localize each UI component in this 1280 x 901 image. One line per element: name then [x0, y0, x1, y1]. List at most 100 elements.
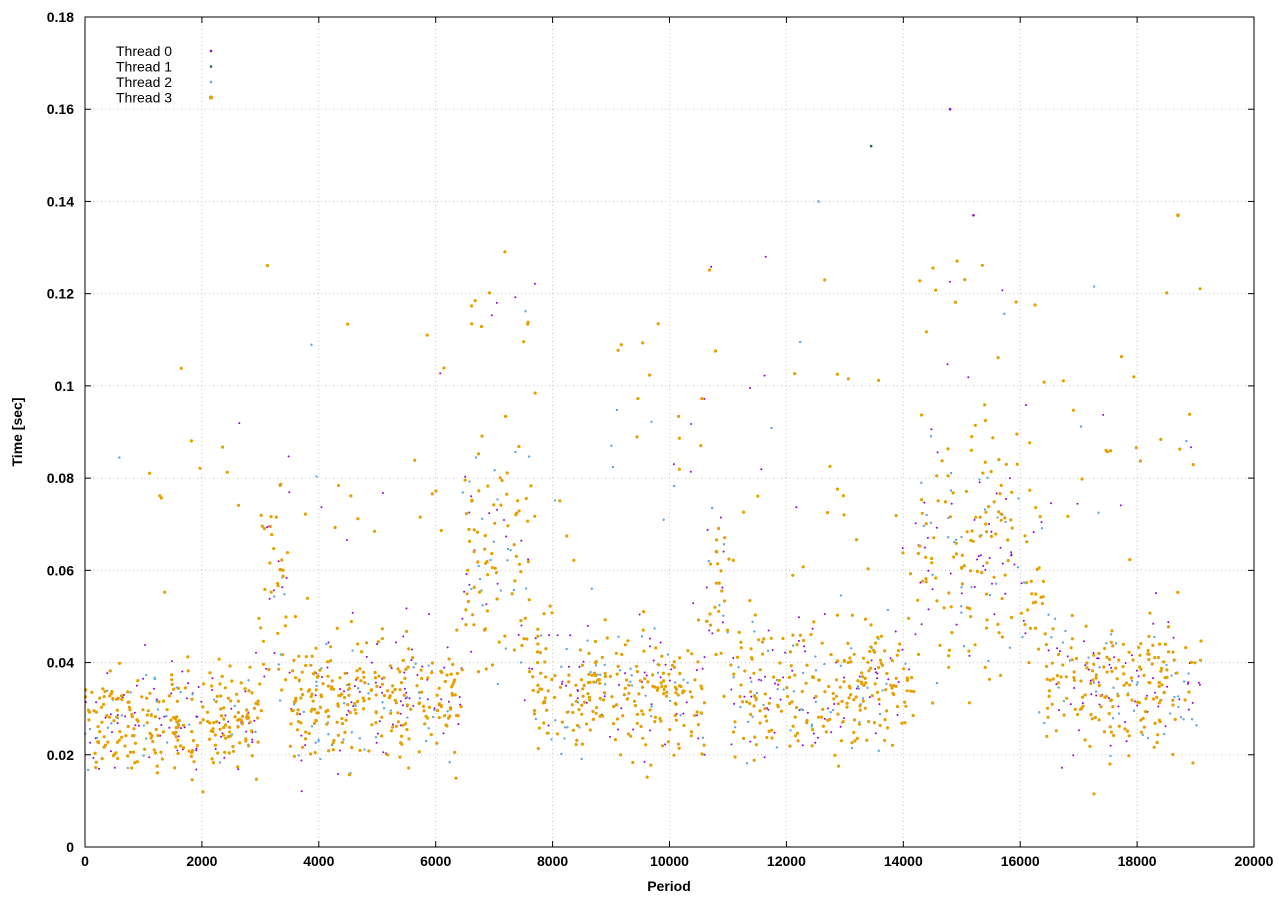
data-point: [428, 727, 430, 729]
data-point: [868, 650, 871, 653]
data-point: [950, 605, 953, 608]
data-point: [406, 696, 408, 698]
data-point: [752, 621, 754, 623]
data-point: [686, 649, 689, 652]
data-point: [327, 667, 329, 669]
data-point: [635, 435, 638, 438]
data-point: [1048, 649, 1050, 651]
data-point: [696, 669, 698, 671]
data-point: [418, 750, 421, 753]
data-point: [1138, 665, 1141, 668]
data-point: [227, 721, 229, 723]
data-point: [524, 617, 527, 620]
data-point: [278, 560, 280, 562]
data-point: [1142, 734, 1144, 736]
data-point: [435, 742, 438, 745]
data-point: [321, 676, 323, 678]
data-point: [1089, 713, 1092, 716]
data-point: [1187, 683, 1189, 685]
data-point: [1136, 670, 1138, 672]
data-point: [586, 702, 588, 704]
data-point: [994, 532, 997, 535]
data-point: [918, 279, 921, 282]
data-point: [319, 758, 321, 760]
data-point: [1127, 754, 1130, 757]
data-point: [277, 584, 280, 587]
data-point: [581, 664, 584, 667]
data-point: [1000, 484, 1003, 487]
data-point: [220, 736, 222, 738]
data-point: [504, 415, 507, 418]
data-point: [451, 694, 454, 697]
data-point: [422, 705, 425, 708]
data-point: [129, 751, 132, 754]
data-point: [743, 696, 745, 698]
data-point: [186, 697, 188, 699]
data-point: [400, 735, 403, 738]
data-point: [1063, 714, 1066, 717]
data-point: [1110, 755, 1112, 757]
data-point: [176, 750, 178, 752]
data-point: [984, 511, 987, 514]
data-point: [461, 618, 463, 620]
data-point: [92, 757, 94, 759]
data-point: [739, 706, 741, 708]
data-point: [750, 681, 752, 683]
data-point: [491, 314, 493, 316]
data-point: [924, 556, 927, 559]
data-point: [902, 547, 904, 549]
data-point: [1052, 677, 1055, 680]
data-point: [211, 689, 213, 691]
data-point: [439, 372, 441, 374]
data-point: [306, 597, 309, 600]
data-point: [905, 663, 907, 665]
data-point: [807, 712, 809, 714]
data-point: [776, 746, 778, 748]
data-point: [1085, 625, 1088, 628]
data-point: [997, 510, 1000, 513]
data-point: [804, 650, 806, 652]
data-point: [767, 650, 769, 652]
data-point: [748, 702, 751, 705]
data-point: [1130, 699, 1133, 702]
data-point: [1139, 642, 1142, 645]
data-point: [990, 531, 992, 533]
data-point: [651, 703, 653, 705]
data-point: [859, 709, 862, 712]
data-point: [548, 634, 550, 636]
data-point: [878, 750, 880, 752]
data-point: [257, 617, 260, 620]
data-point: [845, 706, 848, 709]
data-point: [858, 688, 860, 690]
data-point: [386, 689, 389, 692]
data-point: [1051, 703, 1054, 706]
data-point: [934, 289, 937, 292]
data-point: [881, 690, 883, 692]
data-point: [867, 567, 870, 570]
data-point: [224, 715, 226, 717]
data-point: [782, 676, 784, 678]
data-point: [525, 497, 528, 500]
data-point: [843, 677, 845, 679]
data-point: [111, 697, 114, 700]
data-point: [327, 715, 330, 718]
data-point: [641, 737, 644, 740]
outlier-point: [972, 214, 975, 217]
data-point: [1039, 515, 1042, 518]
data-point: [897, 714, 899, 716]
data-point: [1109, 725, 1112, 728]
data-point: [752, 716, 754, 718]
data-point: [1118, 713, 1120, 715]
data-point: [974, 519, 976, 521]
data-point: [535, 637, 537, 639]
data-point: [1095, 695, 1097, 697]
data-point: [883, 739, 886, 742]
data-point: [636, 670, 639, 673]
data-point: [278, 663, 280, 665]
data-point: [867, 687, 869, 689]
data-point: [1005, 463, 1008, 466]
data-point: [951, 503, 953, 505]
data-point: [961, 536, 963, 538]
data-point: [1067, 655, 1069, 657]
data-point: [505, 648, 507, 650]
